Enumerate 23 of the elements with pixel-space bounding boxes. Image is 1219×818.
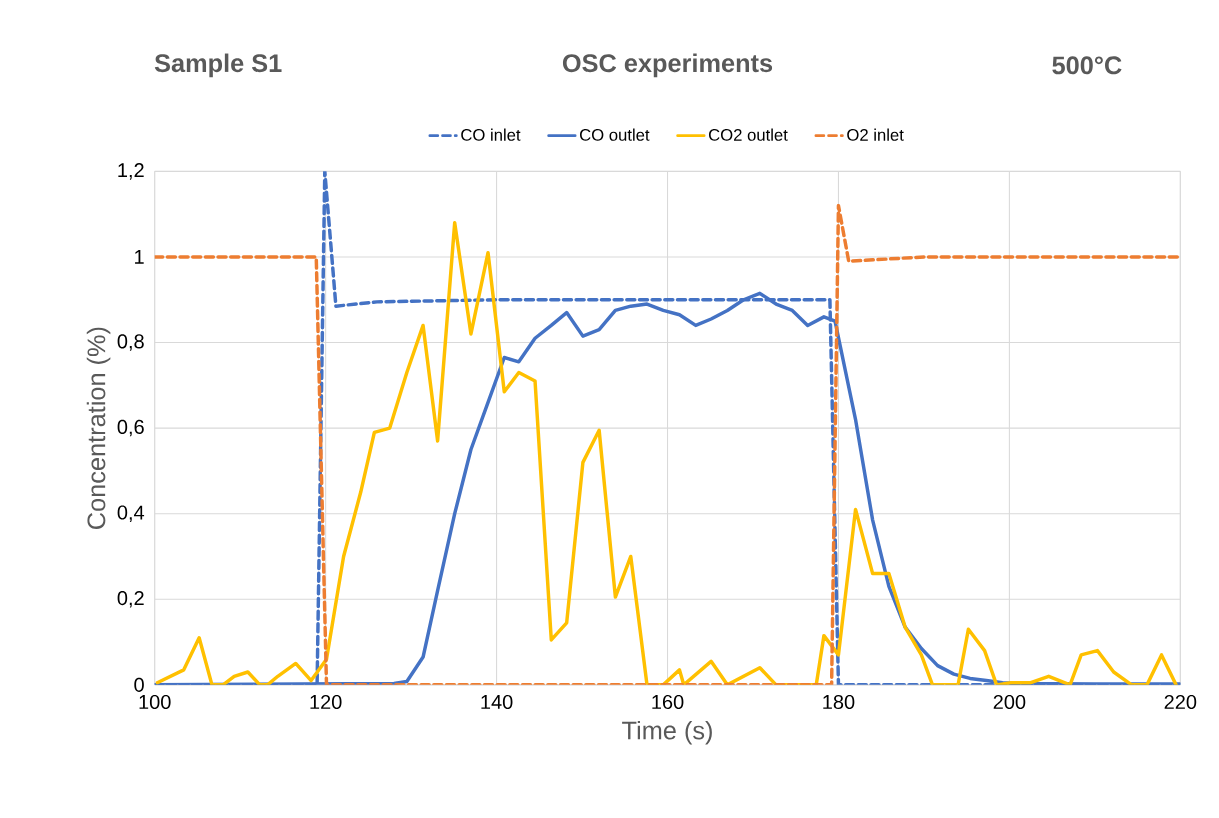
text: 500°C — [1052, 56, 1122, 75]
y-tick-label: 1 — [135, 249, 144, 264]
x-tick-label: 100 — [139, 694, 171, 709]
x-axis-title: Time (s) — [622, 720, 712, 745]
y-tick-label: 0 — [134, 677, 144, 692]
y-tick-label: 1,2 — [118, 163, 144, 180]
x-tick-label: 140 — [481, 694, 513, 709]
x-tick-label: 200 — [993, 694, 1026, 709]
legend-label: O2 inlet — [847, 128, 904, 141]
legend-label: CO inlet — [461, 128, 521, 141]
y-axis-title: Concentration (%) — [86, 327, 111, 529]
y-tick-label: 0,4 — [117, 505, 145, 522]
legend-label: CO2 outlet — [709, 128, 788, 141]
y-tick-label: 0,6 — [117, 419, 144, 437]
x-tick-label: 120 — [310, 694, 342, 709]
x-tick-label: 160 — [652, 694, 684, 709]
y-tick-label: 0,8 — [117, 334, 144, 351]
text: Sample S1 — [154, 53, 282, 78]
chart-title: OSC experiments — [562, 53, 773, 78]
x-tick-label: 220 — [1164, 694, 1197, 709]
legend-label: CO outlet — [580, 128, 650, 141]
y-tick-label: 0,2 — [117, 590, 144, 608]
x-tick-label: 180 — [823, 694, 855, 709]
